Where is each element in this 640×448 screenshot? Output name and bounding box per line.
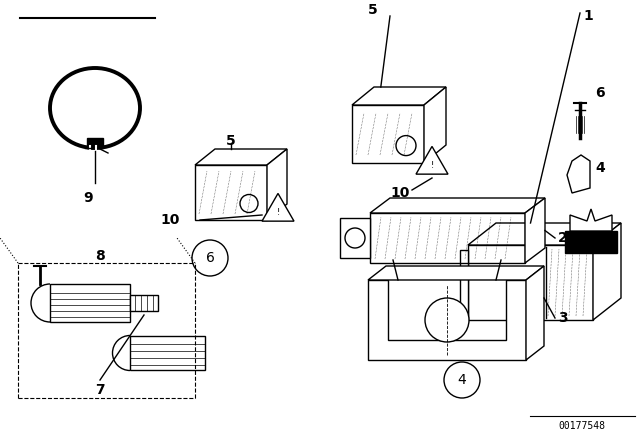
Polygon shape: [416, 146, 448, 174]
Circle shape: [444, 362, 480, 398]
Polygon shape: [130, 295, 158, 311]
Text: 6: 6: [205, 251, 214, 265]
Polygon shape: [593, 223, 621, 320]
Text: 6: 6: [595, 86, 605, 100]
Circle shape: [240, 194, 258, 212]
Text: !: !: [276, 207, 280, 216]
Text: 4: 4: [458, 373, 467, 387]
Polygon shape: [267, 149, 287, 220]
Polygon shape: [130, 336, 205, 370]
Text: 2: 2: [558, 231, 568, 245]
Polygon shape: [368, 280, 526, 360]
Polygon shape: [526, 266, 544, 360]
Polygon shape: [424, 87, 446, 163]
Polygon shape: [525, 198, 545, 263]
Text: 7: 7: [95, 383, 105, 397]
Text: 1: 1: [583, 9, 593, 23]
Text: 5: 5: [368, 3, 378, 17]
Text: 00177548: 00177548: [559, 421, 605, 431]
Polygon shape: [352, 87, 446, 105]
Polygon shape: [565, 231, 617, 253]
Polygon shape: [468, 223, 621, 245]
Circle shape: [192, 240, 228, 276]
Text: 10: 10: [390, 186, 410, 200]
Text: 4: 4: [595, 161, 605, 175]
Polygon shape: [460, 250, 468, 315]
Polygon shape: [570, 209, 612, 231]
Polygon shape: [340, 218, 370, 258]
Circle shape: [425, 298, 469, 342]
Polygon shape: [87, 138, 103, 148]
Circle shape: [345, 228, 365, 248]
Text: 3: 3: [558, 311, 568, 325]
Text: 8: 8: [95, 249, 105, 263]
Polygon shape: [370, 198, 545, 213]
Circle shape: [396, 136, 416, 155]
Text: 10: 10: [160, 213, 179, 227]
Text: 9: 9: [83, 191, 93, 205]
Polygon shape: [368, 266, 544, 280]
Text: !: !: [430, 160, 434, 169]
Polygon shape: [50, 284, 130, 322]
Polygon shape: [262, 194, 294, 221]
Polygon shape: [195, 149, 287, 165]
Text: 5: 5: [226, 134, 236, 148]
Polygon shape: [567, 155, 590, 193]
